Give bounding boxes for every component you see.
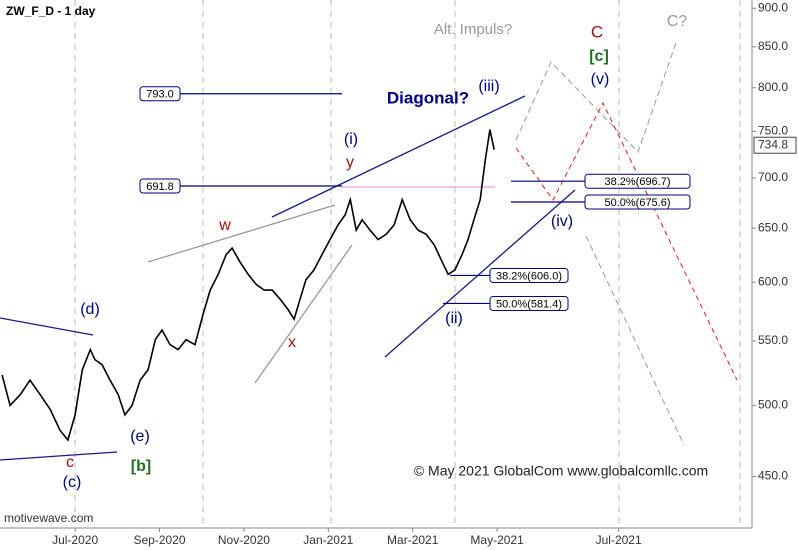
- wave-label: C?: [667, 13, 688, 30]
- price-line: [1, 129, 495, 442]
- y-tick-label: 600.0: [758, 274, 788, 288]
- wave-label: y: [346, 154, 354, 171]
- wave-label: (ii): [445, 310, 463, 327]
- trendline: [254, 244, 353, 384]
- wave-label: Alt. Impuls?: [434, 21, 512, 38]
- trendline: [147, 204, 336, 263]
- y-tick-label: 450.0: [758, 469, 788, 483]
- wave-label: (d): [80, 301, 100, 318]
- trendline: [384, 189, 576, 358]
- wave-label: [c]: [589, 48, 609, 65]
- wave-label: x: [288, 334, 296, 351]
- y-tick-label: 900.0: [758, 0, 788, 14]
- level-box: [139, 178, 181, 194]
- last-price-label: 734.8: [758, 137, 788, 151]
- copyright: © May 2021 GlobalCom www.globalcomllc.co…: [414, 463, 708, 479]
- wave-label: Diagonal?: [387, 88, 469, 107]
- y-tick-label: 750.0: [758, 124, 788, 138]
- chart-title: ZW_F_D - 1 day: [6, 4, 96, 18]
- trendline: [0, 317, 94, 336]
- x-tick-label: May-2021: [470, 533, 524, 547]
- wave-label: w: [218, 217, 231, 234]
- x-tick-label: Jul-2021: [596, 533, 642, 547]
- level-box: [139, 86, 181, 102]
- level-label: 38.2%(696.7): [604, 176, 670, 188]
- level-box: [584, 173, 691, 189]
- y-tick-label: 800.0: [758, 80, 788, 94]
- wave-label: c: [66, 454, 74, 471]
- last-price-box: [753, 136, 797, 154]
- trendline: [0, 451, 118, 461]
- separators: [74, 0, 741, 528]
- level-box: [489, 267, 569, 283]
- level-label: 50.0%(581.4): [496, 298, 562, 310]
- level-label: 793.0: [146, 89, 174, 101]
- x-tick-label: Jan-2021: [303, 533, 353, 547]
- y-tick-label: 850.0: [758, 39, 788, 53]
- trendlines: [0, 42, 738, 461]
- x-tick-label: Sep-2020: [133, 533, 185, 547]
- projection: [515, 42, 677, 153]
- level-label: 50.0%(675.6): [604, 197, 670, 209]
- y-tick-label: 700.0: [758, 170, 788, 184]
- projection: [515, 101, 738, 381]
- level-box: [584, 194, 691, 210]
- y-tick-label: 650.0: [758, 220, 788, 234]
- wave-label: (e): [130, 428, 150, 445]
- wave-label: C: [591, 22, 603, 41]
- x-tick-label: Jul-2020: [52, 533, 98, 547]
- level-label: 691.8: [146, 181, 174, 193]
- wave-label: (iii): [478, 78, 499, 95]
- wave-label: (i): [344, 131, 358, 148]
- y-tick-label: 500.0: [758, 398, 788, 412]
- wave-label: (v): [591, 71, 610, 88]
- level-label: 38.2%(606.0): [496, 270, 562, 282]
- wave-label: (c): [63, 474, 82, 491]
- wave-label: [b]: [131, 458, 151, 475]
- x-tick-label: Nov-2020: [218, 533, 270, 547]
- trendline: [271, 95, 526, 218]
- watermark: motivewave.com: [4, 511, 93, 525]
- projection: [585, 235, 685, 446]
- level-box: [489, 295, 569, 311]
- wave-label: (iv): [551, 213, 573, 230]
- y-tick-label: 550.0: [758, 333, 788, 347]
- x-tick-label: Mar-2021: [387, 533, 439, 547]
